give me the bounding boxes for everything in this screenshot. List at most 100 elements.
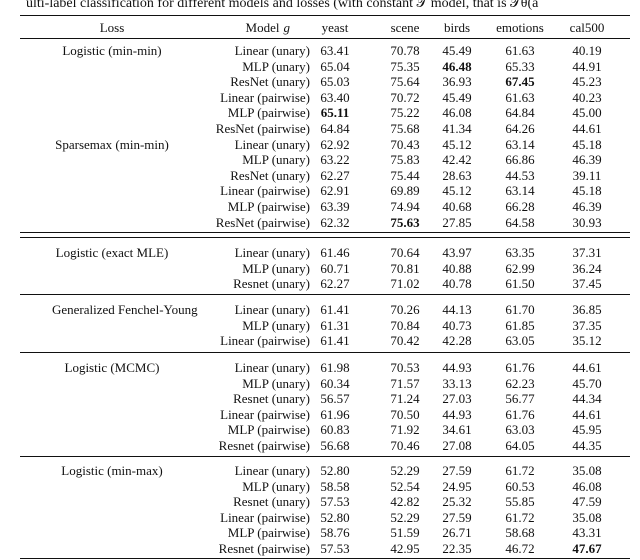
model-name: Resnet (unary) bbox=[233, 276, 310, 292]
cell-value: 75.83 bbox=[390, 152, 420, 168]
loss-label: Logistic (exact MLE) bbox=[55, 245, 169, 260]
cell-value: 71.57 bbox=[390, 375, 420, 391]
cell-value: 44.35 bbox=[572, 438, 602, 453]
cell-value: 35.08 bbox=[572, 463, 602, 478]
rule bbox=[20, 352, 630, 353]
rule bbox=[20, 456, 630, 457]
cell-value: 40.78 bbox=[442, 276, 472, 292]
model-name: MLP (unary) bbox=[242, 260, 310, 276]
cell-value: 46.39 bbox=[572, 199, 602, 214]
cell-value: 52.80 bbox=[320, 509, 350, 525]
cell-value: 39.11 bbox=[572, 167, 602, 183]
rule bbox=[20, 232, 630, 233]
cell-value: 46.08 bbox=[442, 105, 472, 121]
rule bbox=[20, 15, 630, 17]
model-name: MLP (unary) bbox=[242, 375, 310, 391]
model-name: Resnet (unary) bbox=[233, 391, 310, 407]
model-name: Linear (unary) bbox=[234, 245, 310, 260]
cell-value: 46.72 bbox=[505, 541, 535, 556]
cell-value: 64.26 bbox=[505, 121, 535, 136]
model-name: MLP (unary) bbox=[242, 317, 310, 333]
cell-value: 42.42 bbox=[442, 152, 472, 168]
cell-value: 75.64 bbox=[390, 74, 420, 90]
cell-value: 61.50 bbox=[505, 276, 535, 292]
model-name: Linear (pairwise) bbox=[220, 333, 310, 349]
cell-value: 46.39 bbox=[572, 152, 602, 168]
cell-value: 41.34 bbox=[442, 121, 472, 136]
column-header: scene bbox=[390, 20, 420, 35]
cell-value: 22.35 bbox=[442, 541, 472, 556]
cell-value: 58.58 bbox=[320, 478, 350, 494]
loss-label: Logistic (min-max) bbox=[61, 463, 163, 478]
header-symbol: g bbox=[283, 20, 291, 35]
cell-value: 70.43 bbox=[390, 136, 420, 152]
model-name: MLP (pairwise) bbox=[227, 105, 310, 121]
cell-value: 61.85 bbox=[505, 317, 535, 333]
cell-value: 63.39 bbox=[320, 199, 350, 214]
cell-value: 51.59 bbox=[390, 525, 420, 541]
cell-value: 45.49 bbox=[442, 89, 472, 105]
cell-value: 67.45 bbox=[505, 74, 535, 90]
cell-value: 63.35 bbox=[505, 245, 535, 260]
column-header: emotions bbox=[496, 20, 544, 35]
cell-value: 62.27 bbox=[320, 276, 350, 292]
cell-value: 61.31 bbox=[320, 317, 350, 333]
cell-value: 52.29 bbox=[390, 463, 420, 478]
cell-value: 60.34 bbox=[320, 375, 350, 391]
cell-value: 44.91 bbox=[572, 58, 602, 74]
cell-value: 35.08 bbox=[572, 509, 602, 525]
cell-value: 62.27 bbox=[320, 167, 350, 183]
rule bbox=[20, 38, 630, 39]
model-name: MLP (pairwise) bbox=[227, 525, 310, 541]
model-name: Linear (pairwise) bbox=[220, 183, 310, 199]
cell-value: 63.22 bbox=[320, 152, 350, 168]
cell-value: 62.23 bbox=[505, 375, 535, 391]
cell-value: 70.26 bbox=[390, 302, 420, 317]
cell-value: 71.92 bbox=[390, 422, 420, 438]
column-header: yeast bbox=[321, 20, 349, 35]
cell-value: 45.23 bbox=[572, 74, 602, 90]
cell-value: 42.82 bbox=[390, 494, 420, 510]
cell-value: 56.68 bbox=[320, 438, 350, 453]
column-header: Model g bbox=[246, 20, 290, 35]
cell-value: 60.53 bbox=[505, 478, 535, 494]
cell-value: 71.02 bbox=[390, 276, 420, 292]
cell-value: 61.63 bbox=[505, 43, 535, 58]
cell-value: 75.44 bbox=[390, 167, 420, 183]
model-name: ResNet (pairwise) bbox=[215, 121, 310, 136]
cell-value: 52.54 bbox=[390, 478, 420, 494]
model-name: MLP (unary) bbox=[242, 478, 310, 494]
cell-value: 45.18 bbox=[572, 136, 602, 152]
cell-value: 28.63 bbox=[442, 167, 472, 183]
cell-value: 61.70 bbox=[505, 302, 535, 317]
cell-value: 62.32 bbox=[320, 214, 350, 230]
cell-value: 42.95 bbox=[390, 541, 420, 556]
cell-value: 64.84 bbox=[505, 105, 535, 121]
cell-value: 52.29 bbox=[390, 509, 420, 525]
cell-value: 65.03 bbox=[320, 74, 350, 90]
model-name: MLP (pairwise) bbox=[227, 422, 310, 438]
cell-value: 27.03 bbox=[442, 391, 472, 407]
cell-value: 44.93 bbox=[442, 406, 472, 422]
cell-value: 25.32 bbox=[442, 494, 472, 510]
loss-label: Logistic (MCMC) bbox=[64, 360, 160, 375]
cell-value: 61.41 bbox=[320, 302, 350, 317]
column-header: Loss bbox=[99, 20, 125, 35]
model-name: Linear (pairwise) bbox=[220, 509, 310, 525]
cell-value: 56.57 bbox=[320, 391, 350, 407]
cell-value: 63.05 bbox=[505, 333, 535, 349]
cell-value: 30.93 bbox=[572, 214, 602, 230]
cell-value: 70.46 bbox=[390, 438, 420, 453]
cell-value: 60.83 bbox=[320, 422, 350, 438]
cell-value: 44.61 bbox=[572, 360, 602, 375]
cell-value: 70.81 bbox=[390, 260, 420, 276]
model-name: Linear (unary) bbox=[234, 43, 310, 58]
model-name: MLP (unary) bbox=[242, 58, 310, 74]
cell-value: 26.71 bbox=[442, 525, 472, 541]
cell-value: 61.72 bbox=[505, 509, 535, 525]
cell-value: 70.84 bbox=[390, 317, 420, 333]
cell-value: 66.28 bbox=[505, 199, 535, 214]
cell-value: 45.00 bbox=[572, 105, 602, 121]
cell-value: 47.67 bbox=[572, 541, 602, 556]
